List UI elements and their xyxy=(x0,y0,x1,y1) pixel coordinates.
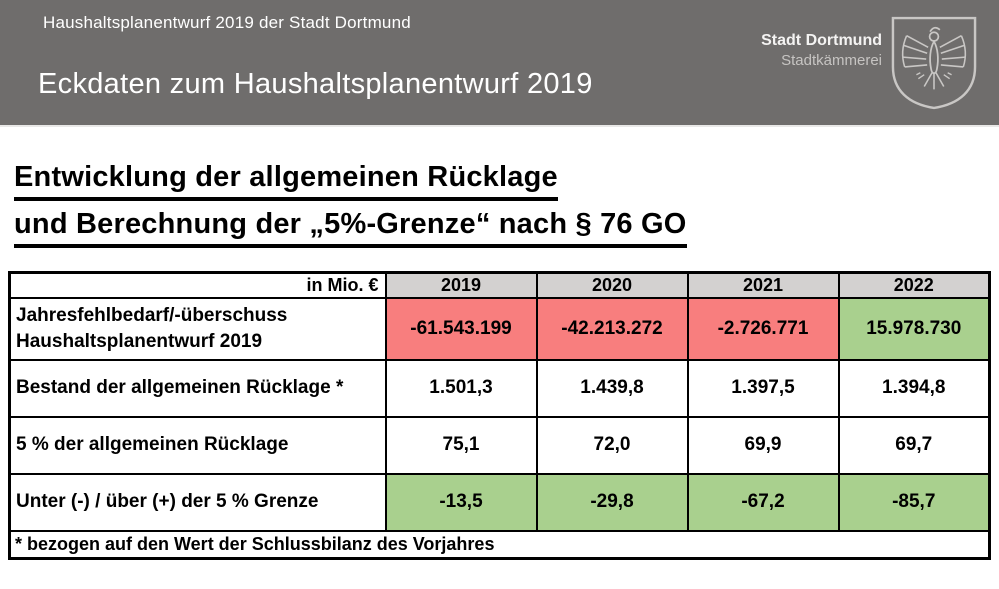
value-cell: 1.397,5 xyxy=(686,358,840,418)
city-logo-text: Stadt Dortmund Stadtkämmerei xyxy=(761,16,882,70)
main-heading: Entwicklung der allgemeinen Rücklage und… xyxy=(14,163,999,257)
table-row: Unter (-) / über (+) der 5 % Grenze -13,… xyxy=(8,472,991,532)
row-label: Jahresfehlbedarf/-überschuss Haushaltspl… xyxy=(8,296,387,361)
year-header-2021: 2021 xyxy=(686,271,840,299)
value-cell: -61.543.199 xyxy=(384,296,538,361)
value-cell: 1.501,3 xyxy=(384,358,538,418)
banner-subtitle: Haushaltsplanentwurf 2019 der Stadt Dort… xyxy=(43,13,411,32)
value-cell: 15.978.730 xyxy=(837,296,991,361)
city-logo-dept: Stadtkämmerei xyxy=(781,52,882,69)
dortmund-eagle-emblem-icon xyxy=(891,16,977,110)
main-heading-line2: und Berechnung der „5%-Grenze“ nach § 76… xyxy=(14,210,687,248)
row-label: Unter (-) / über (+) der 5 % Grenze xyxy=(8,472,387,532)
page-title: Eckdaten zum Haushaltsplanentwurf 2019 xyxy=(38,68,593,100)
table-footnote-row: * bezogen auf den Wert der Schlussbilanz… xyxy=(8,529,991,560)
year-header-2020: 2020 xyxy=(535,271,689,299)
value-cell: -2.726.771 xyxy=(686,296,840,361)
city-logo-org: Stadt Dortmund xyxy=(761,32,882,49)
table-row: Bestand der allgemeinen Rücklage * 1.501… xyxy=(8,358,991,418)
value-cell: 72,0 xyxy=(535,415,689,475)
unit-label: in Mio. € xyxy=(8,271,387,299)
value-cell: 1.439,8 xyxy=(535,358,689,418)
table-row: Jahresfehlbedarf/-überschuss Haushaltspl… xyxy=(8,296,991,361)
budget-table: in Mio. € 2019 2020 2021 2022 Jahresfehl… xyxy=(8,271,991,560)
value-cell: 1.394,8 xyxy=(837,358,991,418)
row-label: Bestand der allgemeinen Rücklage * xyxy=(8,358,387,418)
year-header-2022: 2022 xyxy=(837,271,991,299)
value-cell: -29,8 xyxy=(535,472,689,532)
value-cell: -85,7 xyxy=(837,472,991,532)
table-header-row: in Mio. € 2019 2020 2021 2022 xyxy=(8,271,991,299)
value-cell: -13,5 xyxy=(384,472,538,532)
row-label: 5 % der allgemeinen Rücklage xyxy=(8,415,387,475)
main-heading-line1: Entwicklung der allgemeinen Rücklage xyxy=(14,163,558,201)
value-cell: -67,2 xyxy=(686,472,840,532)
header-banner: Haushaltsplanentwurf 2019 der Stadt Dort… xyxy=(0,0,999,127)
footnote: * bezogen auf den Wert der Schlussbilanz… xyxy=(8,529,991,560)
value-cell: 69,9 xyxy=(686,415,840,475)
year-header-2019: 2019 xyxy=(384,271,538,299)
table-row: 5 % der allgemeinen Rücklage 75,1 72,0 6… xyxy=(8,415,991,475)
value-cell: 75,1 xyxy=(384,415,538,475)
value-cell: 69,7 xyxy=(837,415,991,475)
city-logo: Stadt Dortmund Stadtkämmerei xyxy=(761,16,977,110)
value-cell: -42.213.272 xyxy=(535,296,689,361)
